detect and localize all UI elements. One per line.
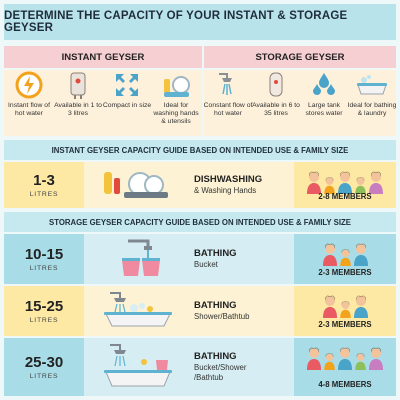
feature-instant-compact: Compact in size bbox=[102, 70, 152, 110]
feature-storage-flow: Constant flow of hot water bbox=[203, 70, 253, 118]
family-icon bbox=[294, 292, 396, 318]
family-cell: 2-3 MEMBERS bbox=[294, 234, 396, 284]
person-icon bbox=[322, 243, 337, 266]
feature-label: Ideal for washing hands & utensils bbox=[153, 102, 199, 125]
bucket-shower-bathtub-icon bbox=[98, 342, 178, 392]
capacity-unit: LITRES bbox=[29, 191, 59, 198]
water-drops-icon bbox=[299, 70, 349, 100]
family-cell: 2-3 MEMBERS bbox=[294, 286, 396, 336]
use-detail: Bucket/Shower /Bathtub bbox=[194, 363, 247, 382]
instant-geyser-header: INSTANT GEYSER bbox=[4, 46, 202, 68]
use-detail: & Washing Hands bbox=[194, 186, 257, 195]
person-icon bbox=[369, 347, 383, 370]
person-icon bbox=[307, 171, 321, 194]
person-icon bbox=[355, 352, 366, 370]
family-icon bbox=[294, 240, 396, 266]
use-cell: BATHING Shower/Bathtub bbox=[84, 286, 294, 336]
use-title: BATHING bbox=[194, 248, 237, 259]
use-title: BATHING bbox=[194, 300, 237, 311]
family-cell: 2-8 MEMBERS bbox=[294, 162, 396, 208]
use-text: BATHING Bucket/Shower /Bathtub bbox=[194, 338, 274, 396]
geyser-unit-icon bbox=[53, 70, 103, 100]
person-icon bbox=[338, 347, 352, 370]
feature-label: Available in 1 to 3 litres bbox=[54, 102, 102, 117]
guide-row-instant-1-3: 1-3 LITRES DISHWASHING & Washing Hands 2… bbox=[4, 162, 396, 208]
capacity-unit: LITRES bbox=[29, 373, 59, 380]
capacity-value: 10-15 bbox=[24, 246, 64, 263]
feature-label: Ideal for bathing & laundry bbox=[347, 102, 397, 117]
feature-instant-ideal: Ideal for washing hands & utensils bbox=[151, 70, 201, 126]
use-title: DISHWASHING bbox=[194, 174, 263, 185]
storage-features-panel: Constant flow of hot water Available in … bbox=[204, 70, 396, 136]
person-icon bbox=[324, 176, 335, 194]
capacity-value: 15-25 bbox=[24, 298, 64, 315]
person-icon bbox=[355, 176, 366, 194]
family-icon bbox=[294, 344, 396, 370]
feature-label: Available in 6 to 35 litres bbox=[252, 102, 300, 117]
storage-guide-title: STORAGE GEYSER CAPACITY GUIDE BASED ON I… bbox=[4, 212, 396, 232]
members-label: 4-8 MEMBERS bbox=[318, 380, 372, 389]
person-icon bbox=[353, 295, 368, 318]
feature-storage-capacity: Available in 6 to 35 litres bbox=[251, 70, 301, 118]
bucket-tap-icon bbox=[98, 238, 178, 280]
person-icon bbox=[339, 300, 351, 318]
use-title: BATHING bbox=[194, 351, 237, 362]
use-cell: DISHWASHING & Washing Hands bbox=[84, 162, 294, 208]
capacity-cell: 10-15 LITRES bbox=[4, 234, 84, 284]
members-label: 2-3 MEMBERS bbox=[318, 320, 372, 329]
feature-storage-tank: Large tank stores water bbox=[299, 70, 349, 118]
use-text: BATHING Shower/Bathtub bbox=[194, 286, 249, 336]
capacity-cell: 25-30 LITRES bbox=[4, 338, 84, 396]
shower-bathtub-icon bbox=[98, 290, 178, 332]
capacity-unit: LITRES bbox=[29, 265, 59, 272]
feature-instant-capacity: Available in 1 to 3 litres bbox=[53, 70, 103, 118]
instant-features-panel: Instant flow of hot water Available in 1… bbox=[4, 70, 202, 136]
guide-row-storage-25-30: 25-30 LITRES BATHING Bucket/Shower /Bath… bbox=[4, 338, 396, 396]
storage-geyser-header: STORAGE GEYSER bbox=[204, 46, 396, 68]
person-icon bbox=[307, 347, 321, 370]
person-icon bbox=[338, 171, 352, 194]
instant-guide-title: INSTANT GEYSER CAPACITY GUIDE BASED ON I… bbox=[4, 140, 396, 160]
feature-label: Constant flow of hot water bbox=[203, 102, 253, 117]
capacity-unit: LITRES bbox=[29, 317, 59, 324]
family-icon bbox=[294, 168, 396, 194]
bathtub-icon bbox=[347, 70, 397, 100]
members-label: 2-8 MEMBERS bbox=[318, 192, 372, 201]
feature-instant-flow: Instant flow of hot water bbox=[4, 70, 54, 118]
guide-row-storage-10-15: 10-15 LITRES BATHING Bucket 2-3 MEMBERS bbox=[4, 234, 396, 284]
dishwashing-icon bbox=[151, 70, 201, 100]
person-icon bbox=[322, 295, 337, 318]
feature-storage-ideal: Ideal for bathing & laundry bbox=[347, 70, 397, 118]
person-icon bbox=[369, 171, 383, 194]
person-icon bbox=[339, 248, 351, 266]
feature-label: Instant flow of hot water bbox=[8, 102, 50, 117]
lightning-clock-icon bbox=[4, 70, 54, 100]
feature-label: Large tank stores water bbox=[305, 102, 343, 117]
use-detail: Shower/Bathtub bbox=[194, 312, 250, 321]
use-detail: Bucket bbox=[194, 260, 218, 269]
capacity-cell: 1-3 LITRES bbox=[4, 162, 84, 208]
compact-arrows-icon bbox=[102, 70, 152, 100]
shower-tap-icon bbox=[203, 70, 253, 100]
person-icon bbox=[324, 352, 335, 370]
person-icon bbox=[353, 243, 368, 266]
capacity-value: 1-3 bbox=[33, 172, 55, 189]
guide-row-storage-15-25: 15-25 LITRES BATHING Shower/Bathtub 2-3 … bbox=[4, 286, 396, 336]
family-cell: 4-8 MEMBERS bbox=[294, 338, 396, 396]
storage-tank-icon bbox=[251, 70, 301, 100]
use-cell: BATHING Bucket bbox=[84, 234, 294, 284]
use-text: BATHING Bucket bbox=[194, 234, 237, 284]
feature-label: Compact in size bbox=[102, 102, 152, 109]
use-text: DISHWASHING & Washing Hands bbox=[194, 162, 262, 208]
capacity-cell: 15-25 LITRES bbox=[4, 286, 84, 336]
members-label: 2-3 MEMBERS bbox=[318, 268, 372, 277]
capacity-value: 25-30 bbox=[24, 354, 64, 371]
page-title: DETERMINE THE CAPACITY OF YOUR INSTANT &… bbox=[4, 4, 396, 40]
dish-rack-icon bbox=[98, 166, 178, 204]
use-cell: BATHING Bucket/Shower /Bathtub bbox=[84, 338, 294, 396]
